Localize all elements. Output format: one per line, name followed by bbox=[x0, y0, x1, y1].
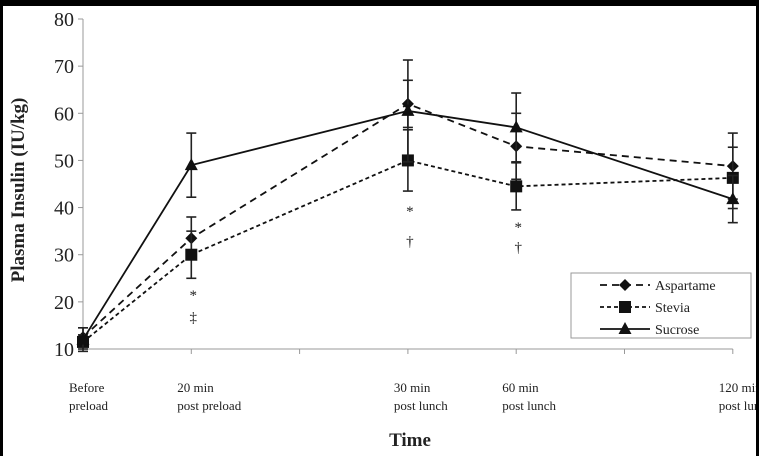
series-sucrose bbox=[76, 59, 740, 353]
data-point-triangle bbox=[401, 103, 415, 116]
data-point-triangle bbox=[184, 158, 198, 171]
legend-marker-diamond bbox=[619, 279, 631, 291]
legend-label: Stevia bbox=[655, 301, 691, 316]
legend-label: Aspartame bbox=[655, 279, 716, 294]
data-point-triangle bbox=[509, 120, 523, 133]
x-tick-label-line: post lunch bbox=[502, 398, 556, 413]
y-tick-label: 20 bbox=[54, 292, 74, 314]
legend-marker-triangle bbox=[618, 322, 632, 334]
chart-container: Plasma Insulin (IU/kg) Time 10 20 30 40 50 60… bbox=[3, 6, 756, 456]
x-tick-label-line: post lunch bbox=[719, 398, 756, 413]
data-point-square bbox=[185, 248, 198, 261]
x-tick-label-line: 120 min bbox=[719, 380, 756, 395]
legend: Aspartame Stevia Sucrose bbox=[570, 272, 752, 339]
x-tick-label: 20 min post preload bbox=[177, 380, 241, 413]
legend-label: Sucrose bbox=[655, 323, 699, 338]
significance-marker: * bbox=[406, 204, 414, 220]
data-point-triangle bbox=[76, 332, 90, 345]
x-tick-label-line: post lunch bbox=[394, 398, 448, 413]
y-tick-label: 30 bbox=[54, 245, 74, 267]
y-tick-label: 50 bbox=[54, 150, 74, 172]
x-tick-label: 120 min post lunch bbox=[719, 380, 756, 413]
legend-marker-square bbox=[619, 301, 631, 313]
x-tick-label-line: 60 min bbox=[502, 380, 539, 395]
x-tick-label-line: preload bbox=[69, 398, 108, 413]
significance-marker: † bbox=[406, 234, 414, 250]
x-axis-label: Time bbox=[389, 430, 431, 451]
legend-box bbox=[570, 272, 752, 339]
x-tick-label-line: 30 min bbox=[394, 380, 431, 395]
y-tick-label: 40 bbox=[54, 198, 74, 220]
x-tick-label: Before preload bbox=[69, 380, 108, 413]
x-tick-label: 30 min post lunch bbox=[394, 380, 448, 413]
x-tick-label: 60 min post lunch bbox=[502, 380, 556, 413]
x-tick-label-line: Before bbox=[69, 380, 105, 395]
y-tick-label: 70 bbox=[54, 56, 74, 78]
y-tick-label: 60 bbox=[54, 103, 74, 125]
series-line bbox=[82, 159, 733, 343]
data-point-square bbox=[510, 180, 523, 193]
x-tick-label-line: 20 min bbox=[177, 380, 214, 395]
y-tick-label: 10 bbox=[54, 339, 74, 361]
y-axis-label: Plasma Insulin (IU/kg) bbox=[8, 98, 29, 283]
significance-marker: * bbox=[514, 220, 522, 236]
y-tick-label: 80 bbox=[54, 9, 74, 31]
data-point-triangle bbox=[726, 192, 740, 205]
significance-marker: † bbox=[514, 240, 522, 256]
insulin-line-chart: Plasma Insulin (IU/kg) Time 10 20 30 40 50 60… bbox=[8, 9, 756, 451]
x-tick-label-line: post preload bbox=[177, 398, 241, 413]
significance-marker: * bbox=[190, 288, 198, 304]
significance-marker: ‡ bbox=[190, 310, 198, 326]
